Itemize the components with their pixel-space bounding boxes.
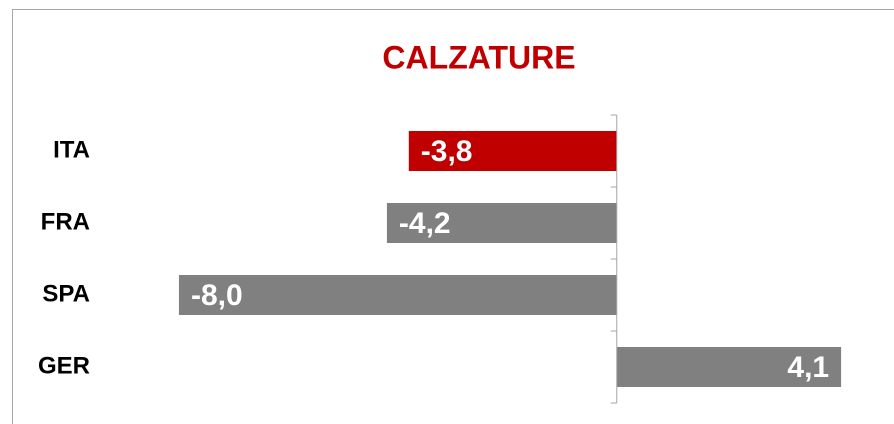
bar [178, 275, 617, 315]
y-tick-label: GER [38, 352, 90, 379]
data-label: 4,1 [787, 351, 829, 384]
bar [616, 347, 842, 387]
chart-title: CALZATURE [382, 39, 575, 75]
data-label: -3,8 [421, 135, 473, 168]
y-tick-label: FRA [41, 208, 90, 235]
data-label: -8,0 [191, 279, 243, 312]
y-tick-label: SPA [42, 280, 90, 307]
y-tick-label: ITA [53, 136, 90, 163]
bar [408, 131, 617, 171]
bar [386, 203, 617, 243]
data-label: -4,2 [399, 207, 451, 240]
